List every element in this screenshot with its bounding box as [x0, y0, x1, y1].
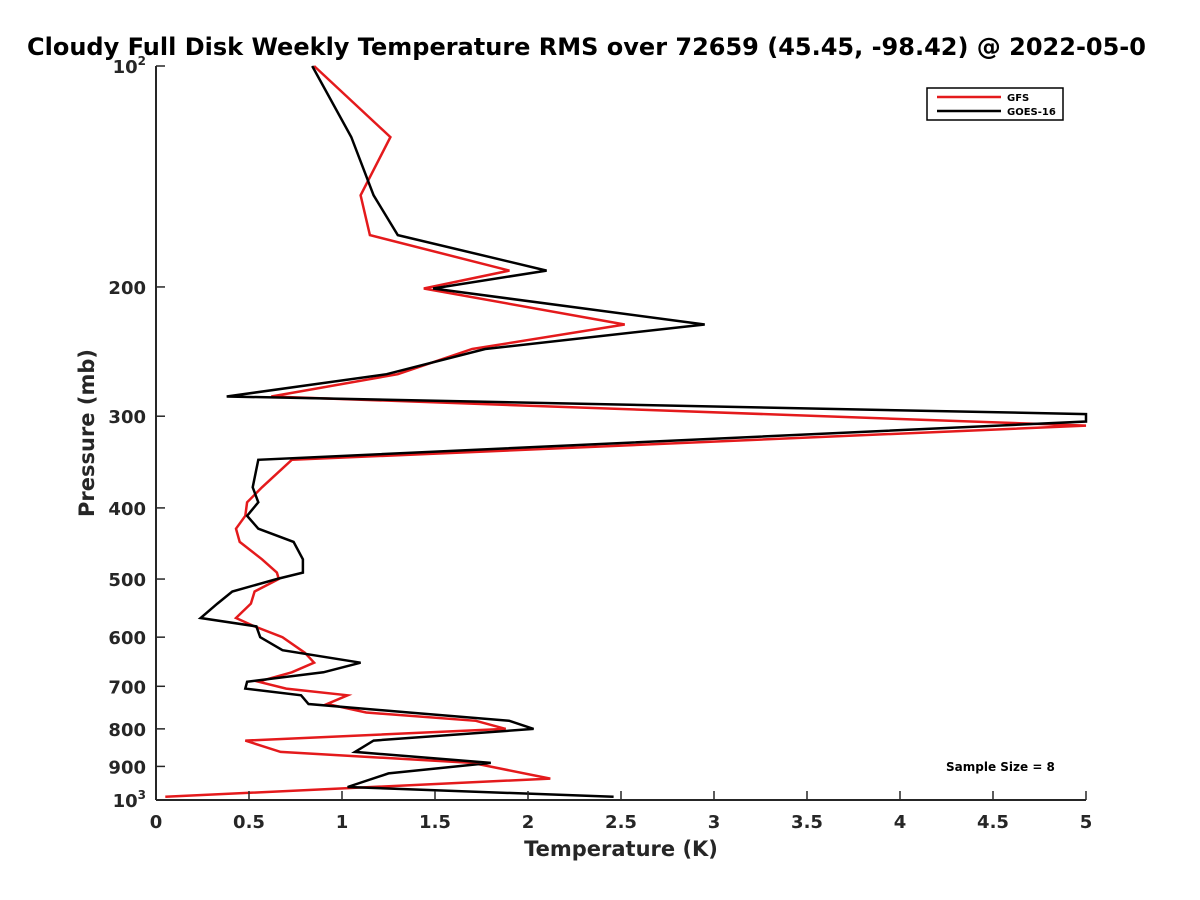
y-tick-label: 200: [108, 278, 146, 299]
y-tick-label: 900: [108, 757, 146, 778]
series-line-goes16: [197, 65, 1088, 799]
y-tick-label: 102: [113, 54, 146, 78]
x-axis-label: Temperature (K): [524, 837, 718, 861]
x-tick-label: 0: [150, 812, 163, 833]
series-layer: [165, 65, 1088, 799]
x-tick-label: 5: [1080, 812, 1093, 833]
y-tick-label: 300: [108, 407, 146, 428]
x-tick-label: 0.5: [233, 812, 265, 833]
x-ticks: 0 0.5 1 1.5 2 2.5 3 3.5 4 4.5 5: [150, 791, 1093, 833]
series-line-gfs: [165, 65, 1087, 799]
y-tick-label: 103: [113, 788, 146, 812]
x-tick-label: 3: [708, 812, 721, 833]
x-tick-label: 3.5: [791, 812, 823, 833]
x-tick-label: 2: [522, 812, 535, 833]
y-ticks: 102 200 300 400 500 600 700 800 900 103: [108, 54, 165, 812]
legend-label-gfs: GFS: [1007, 93, 1029, 104]
x-tick-label: 1.5: [419, 812, 451, 833]
y-tick-label: 800: [108, 720, 146, 741]
legend: GFS GOES-16: [926, 87, 1064, 121]
x-tick-label: 1: [336, 812, 349, 833]
legend-label-goes16: GOES-16: [1007, 107, 1056, 118]
y-axis-label: Pressure (mb): [75, 349, 99, 517]
y-tick-label: 400: [108, 499, 146, 520]
sample-size-annotation: Sample Size = 8: [946, 760, 1055, 774]
y-tick-label: 600: [108, 628, 146, 649]
x-tick-label: 4: [894, 812, 907, 833]
chart-title: Cloudy Full Disk Weekly Temperature RMS …: [27, 33, 1146, 61]
x-tick-label: 4.5: [977, 812, 1009, 833]
legend-box: [926, 87, 1064, 121]
y-tick-label: 500: [108, 570, 146, 591]
y-tick-label: 700: [108, 677, 146, 698]
x-tick-label: 2.5: [605, 812, 637, 833]
